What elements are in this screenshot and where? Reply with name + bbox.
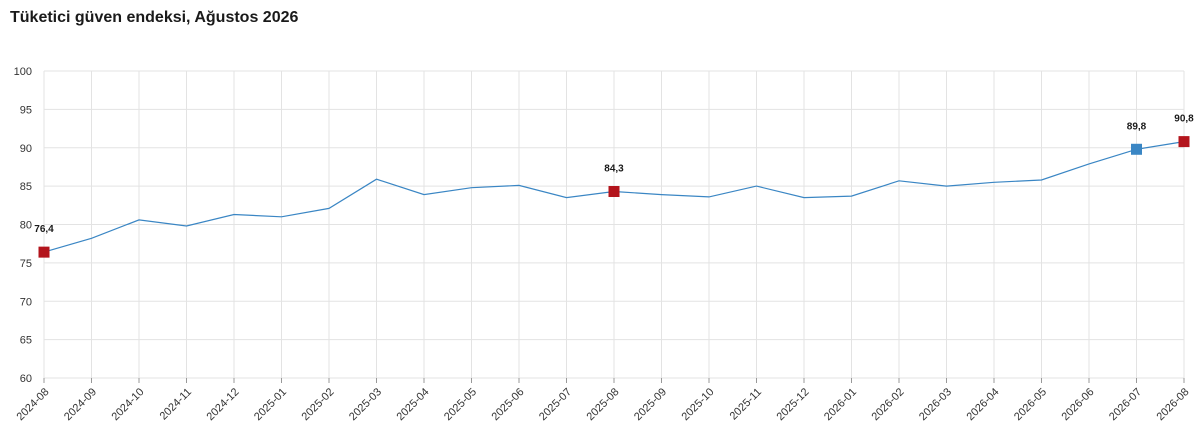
x-tick-label: 2025-03 <box>347 386 384 423</box>
x-tick-label: 2026-02 <box>870 386 907 423</box>
x-tick-label: 2026-06 <box>1060 386 1097 423</box>
x-tick-label: 2024-08 <box>15 386 52 423</box>
y-tick-label: 70 <box>20 296 32 308</box>
x-tick-label: 2026-04 <box>965 386 1002 423</box>
x-tick-label: 2025-12 <box>775 386 812 423</box>
x-tick-label: 2025-09 <box>632 386 669 423</box>
y-tick-label: 100 <box>14 66 32 78</box>
chart-title: Tüketici güven endeksi, Ağustos 2026 <box>10 9 299 26</box>
data-label: 89,8 <box>1127 121 1147 132</box>
x-tick-label: 2026-08 <box>1155 386 1192 423</box>
highlight-marker <box>1131 143 1142 155</box>
x-tick-label: 2025-02 <box>300 386 337 423</box>
highlight-marker <box>1178 136 1190 148</box>
y-tick-label: 95 <box>20 104 32 116</box>
grid-lines <box>43 70 1185 379</box>
x-tick-label: 2025-06 <box>490 386 527 423</box>
x-tick-label: 2025-07 <box>537 386 574 423</box>
x-tick-label: 2024-11 <box>158 386 194 422</box>
highlight-marker <box>38 246 50 258</box>
data-label: 90,8 <box>1174 114 1194 125</box>
y-tick-label: 85 <box>20 181 32 193</box>
highlight-marker <box>608 185 620 197</box>
x-tick-label: 2025-01 <box>252 386 289 423</box>
x-tick-label: 2025-05 <box>442 386 479 423</box>
x-tick-label: 2026-01 <box>822 386 859 423</box>
y-tick-label: 90 <box>20 143 32 155</box>
x-tick-label: 2024-09 <box>62 386 99 423</box>
x-tick-label: 2024-12 <box>205 386 242 423</box>
highlight-markers: 76,4 84,3 89,8 90,8 <box>34 114 1194 258</box>
x-tick-label: 2026-03 <box>917 386 954 423</box>
x-tick-label: 2024-10 <box>110 386 147 423</box>
x-axis: 2024-08 2024-09 2024-10 2024-11 2024-12 2025-… <box>15 378 1192 423</box>
x-tick-label: 2026-07 <box>1107 386 1144 423</box>
y-axis: 100 95 90 85 80 75 70 65 60 <box>14 66 32 385</box>
x-tick-label: 2025-04 <box>395 386 432 423</box>
x-tick-label: 2026-05 <box>1012 386 1049 423</box>
y-tick-label: 60 <box>20 373 32 385</box>
y-tick-label: 65 <box>20 335 32 347</box>
y-tick-label: 75 <box>20 258 32 270</box>
x-tick-label: 2025-11 <box>728 386 764 422</box>
data-label: 76,4 <box>34 224 54 235</box>
x-tick-label: 2025-10 <box>680 386 717 423</box>
y-tick-label: 80 <box>20 220 32 232</box>
x-tick-label: 2025-08 <box>585 386 622 423</box>
data-label: 84,3 <box>604 163 624 174</box>
